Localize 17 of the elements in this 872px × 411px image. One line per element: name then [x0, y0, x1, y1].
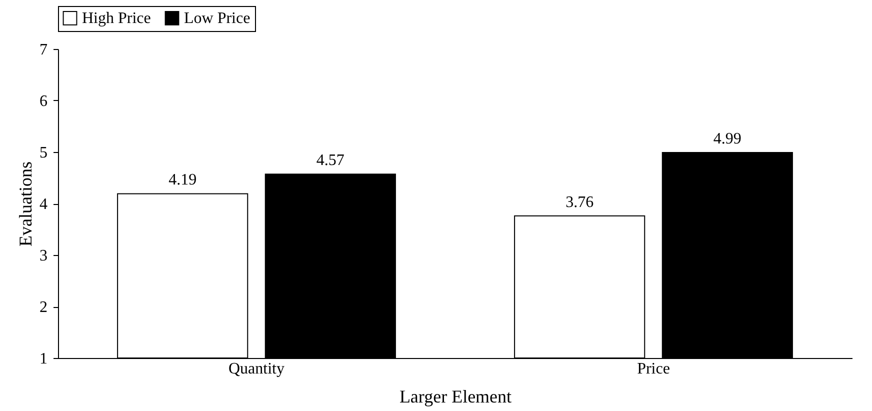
legend-label: High Price [82, 10, 151, 28]
y-tick-label: 6 [40, 93, 48, 110]
y-tick-label: 5 [40, 144, 48, 162]
data-label: 4.57 [316, 152, 344, 170]
y-tick-label: 3 [40, 248, 48, 264]
y-tick-label: 1 [40, 350, 48, 368]
y-tick-label: 2 [40, 299, 48, 316]
data-label: 3.76 [566, 194, 594, 211]
x-tick-label: Quantity [228, 360, 284, 378]
data-label: 4.99 [713, 130, 742, 148]
y-tick-label: 7 [40, 42, 48, 58]
x-axis-title: Larger Element [399, 386, 512, 406]
y-tick-label: 4 [40, 196, 48, 213]
data-label: 4.19 [168, 172, 197, 189]
x-tick-label: Price [637, 360, 670, 378]
legend-label: Low Price [184, 10, 250, 28]
y-axis-title: Evaluations [16, 162, 36, 246]
